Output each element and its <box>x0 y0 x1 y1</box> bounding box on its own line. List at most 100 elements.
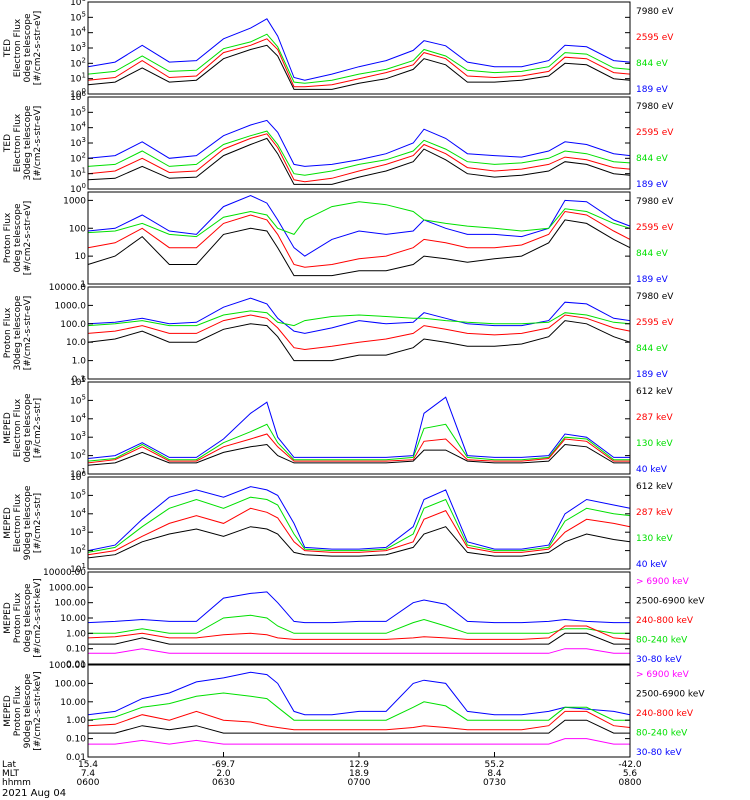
series-line <box>87 443 630 466</box>
legend-entry: 844 eV <box>636 344 669 354</box>
y-tick-label: 1.00 <box>66 716 86 726</box>
series-line <box>87 692 630 721</box>
series-line <box>87 133 631 183</box>
series-line <box>87 486 631 552</box>
y-tick-label: 104 <box>70 26 86 39</box>
panel-frame <box>87 476 631 570</box>
panel-frame <box>87 381 631 475</box>
y-axis-label: MEPED <box>3 602 13 634</box>
x-tick-label: 0800 <box>619 778 642 788</box>
panel-frame <box>87 571 631 665</box>
legend-entry: 80-240 keV <box>636 636 688 646</box>
y-axis-label: [#/cm2-s-str-eV] <box>33 106 43 181</box>
y-tick-label: 0.1 <box>72 375 86 385</box>
series-line <box>87 210 631 268</box>
legend-entry: 2500-6900 keV <box>636 597 705 607</box>
series-line <box>88 648 630 654</box>
legend-entry: 844 eV <box>636 249 669 259</box>
y-tick-label: 103 <box>70 136 86 149</box>
y-tick-label: 10 <box>75 252 87 262</box>
panel-frame <box>87 96 631 190</box>
y-tick-label: 1.00 <box>66 629 86 639</box>
series-line <box>87 38 631 88</box>
y-tick-label: 0.01 <box>66 753 86 763</box>
series-line <box>87 507 631 556</box>
y-axis-label: TED <box>3 39 13 58</box>
y-axis-label: Proton Flux <box>3 212 13 263</box>
series-line <box>87 219 631 277</box>
y-axis-label: [#/cm2-s-str-keV] <box>33 671 43 750</box>
y-axis-label: Proton Flux <box>3 307 13 358</box>
y-tick-label: 102 <box>70 56 86 69</box>
date-label: 2021 Aug 04 <box>2 788 66 799</box>
series-line <box>87 625 631 640</box>
y-axis-label: [#/cm2-s-str-eV] <box>33 11 43 86</box>
legend-entry: 240-800 keV <box>636 709 694 719</box>
legend-entry: > 6900 keV <box>636 670 690 680</box>
y-tick-label: 10000.0 <box>49 283 86 293</box>
y-axis-label: 0deg telescope <box>13 203 23 273</box>
panel: 1 10 100 1000 Proton Flux 0deg telescope [#/cm… <box>3 191 674 290</box>
series-line <box>87 671 631 716</box>
x-tick-label: -42.0 <box>618 760 642 770</box>
panel-frame <box>87 1 631 95</box>
y-tick-label: 102 <box>70 151 86 164</box>
legend-entry: 287 keV <box>636 413 673 423</box>
series-line <box>87 310 631 327</box>
y-tick-label: 102 <box>70 449 86 462</box>
x-tick-label: 0730 <box>483 778 506 788</box>
x-tick-label: 0600 <box>77 778 100 788</box>
panel-frame <box>87 191 631 285</box>
x-row-label: hhmm <box>2 778 31 788</box>
y-tick-label: 0.10 <box>66 645 86 655</box>
y-axis-label: Proton Flux <box>13 592 23 643</box>
y-tick-label: 101 <box>70 72 86 85</box>
x-tick-label: 5.6 <box>623 769 638 779</box>
y-tick-label: 10000.00 <box>43 568 86 578</box>
legend-entry: 287 keV <box>636 508 673 518</box>
panel: 0.1 1.0 10.0 100.0 1000.0 10000.0 Proton Flux 3… <box>3 283 674 385</box>
y-axis-label: 0deg telescope <box>23 13 33 83</box>
y-axis-label: Electron Flux <box>13 398 23 457</box>
x-tick-label: 2.0 <box>216 769 231 779</box>
x-tick-label: 0700 <box>348 778 371 788</box>
series-line <box>87 119 631 167</box>
legend-entry: 40 keV <box>636 465 668 475</box>
panel: 0.01 0.10 1.00 10.00 100.00 1000.00 10000.00 ME… <box>3 568 705 670</box>
y-axis-label: Electron Flux <box>13 113 23 172</box>
series-line <box>87 710 631 731</box>
series-line <box>88 738 630 745</box>
series-line <box>87 320 631 362</box>
y-axis-label: TED <box>3 134 13 153</box>
y-tick-label: 104 <box>70 507 86 520</box>
legend-entry: 844 eV <box>636 59 669 69</box>
series-line <box>87 423 630 462</box>
legend-entry: 2595 eV <box>636 33 674 43</box>
x-tick-label: -69.7 <box>212 760 235 770</box>
y-tick-label: 10.00 <box>60 614 86 624</box>
legend-entry: 40 keV <box>636 560 668 570</box>
y-tick-label: 100.00 <box>55 679 87 689</box>
x-tick-label: 8.4 <box>487 769 502 779</box>
x-tick-label: 7.4 <box>81 769 96 779</box>
y-tick-label: 1000.00 <box>49 661 86 671</box>
series-line <box>87 526 631 559</box>
y-tick-label: 1 <box>80 280 86 290</box>
y-axis-label: 90deg telescope <box>23 673 33 748</box>
legend-entry: 612 keV <box>636 482 673 492</box>
y-tick-label: 1000 <box>63 196 86 206</box>
y-axis-label: [#/cm2-s-str] <box>33 493 43 553</box>
legend-entry: 2595 eV <box>636 223 674 233</box>
x-row-label: MLT <box>2 769 20 779</box>
x-tick-label: 12.9 <box>349 760 369 770</box>
panel-frame <box>87 286 631 380</box>
y-axis-label: MEPED <box>3 412 13 444</box>
y-tick-label: 0.01 <box>66 660 86 670</box>
legend-entry: 130 keV <box>636 534 673 544</box>
series-line <box>87 496 631 553</box>
legend-entry: 30-80 keV <box>636 655 682 665</box>
y-tick-label: 10.0 <box>66 338 86 348</box>
series-line <box>87 18 631 81</box>
legend-entry: 7980 eV <box>636 7 674 17</box>
